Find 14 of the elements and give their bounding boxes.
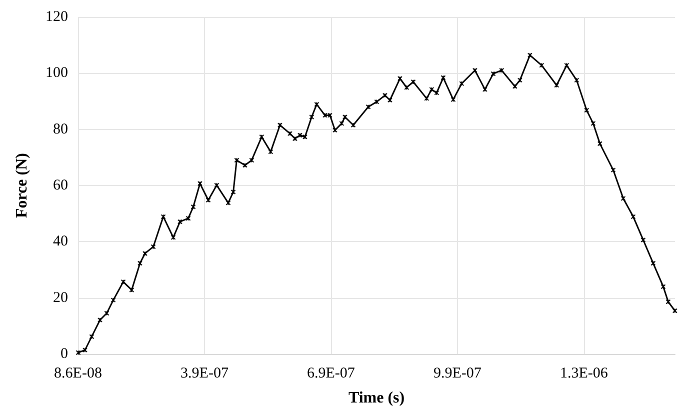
y-tick-label: 0 [60, 346, 68, 362]
x-axis-title: Time (s) [348, 390, 405, 406]
y-tick-label: 60 [53, 178, 68, 194]
y-tick-label: 40 [53, 234, 68, 250]
y-tick-label: 120 [46, 9, 68, 25]
y-tick-label: 80 [53, 121, 68, 138]
x-tick-label: 3.9E-07 [180, 366, 229, 382]
y-tick-label: 20 [53, 290, 68, 306]
x-tick-label: 9.9E-07 [433, 366, 482, 382]
x-tick-label: 8.6E-08 [54, 366, 102, 382]
y-axis-title: Force (N) [14, 153, 30, 218]
y-tick-label: 100 [46, 65, 68, 82]
x-tick-label: 6.9E-07 [307, 366, 356, 382]
x-tick-label: 1.3E-06 [560, 366, 608, 382]
